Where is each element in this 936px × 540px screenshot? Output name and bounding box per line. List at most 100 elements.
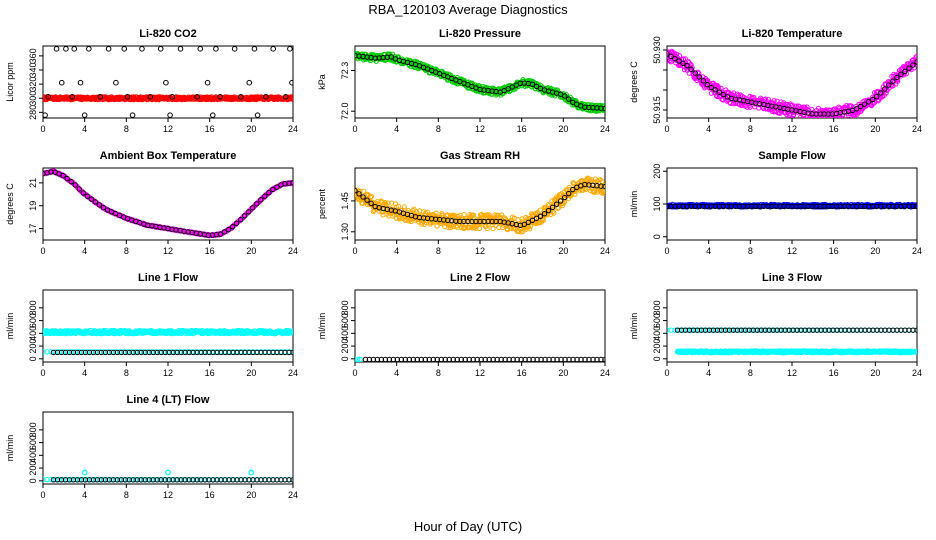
series-average: [50, 349, 293, 356]
y-tick-label: 72.3: [340, 62, 350, 80]
x-tick-label: 12: [787, 368, 797, 378]
x-tick-label: 20: [558, 124, 568, 134]
data-point: [583, 187, 589, 193]
data-point: [357, 356, 363, 362]
y-tick-label: 400: [28, 326, 38, 341]
data-point: [221, 229, 228, 235]
x-tick-label: 16: [517, 368, 527, 378]
data-point: [751, 94, 757, 101]
data-point: [360, 194, 366, 200]
data-point: [68, 178, 74, 185]
data-point: [237, 217, 244, 223]
data-point: [217, 94, 223, 100]
data-point: [712, 87, 719, 93]
x-tick-label: 20: [870, 368, 880, 378]
data-point: [290, 349, 293, 356]
panel-title: Gas Stream RH: [440, 150, 520, 162]
series-average: [362, 356, 605, 362]
y-tick-label: 0: [340, 356, 350, 361]
x-tick-label: 0: [352, 246, 357, 256]
data-point: [355, 356, 358, 362]
x-tick-label: 16: [205, 368, 215, 378]
y-tick-label: 320: [28, 77, 38, 92]
data-point: [490, 225, 496, 232]
data-point: [869, 96, 876, 103]
data-point: [266, 189, 272, 196]
y-tick-label: 600: [28, 313, 38, 328]
data-point: [602, 105, 605, 112]
data-point: [553, 201, 560, 207]
data-point: [902, 68, 908, 74]
data-point: [570, 186, 576, 193]
data-point: [97, 94, 104, 100]
data-point: [570, 180, 576, 186]
y-tick-label: 1.30: [340, 223, 350, 241]
y-tick-label: 0: [652, 356, 662, 361]
x-tick-label: 16: [205, 246, 215, 256]
data-point: [263, 94, 269, 100]
series-cyan: [355, 356, 363, 362]
data-point: [720, 91, 727, 98]
plot-area: [43, 327, 293, 356]
series-cyan-low: [674, 348, 917, 356]
panel-title: Li-820 Temperature: [742, 28, 843, 40]
series-average: [355, 181, 605, 229]
data-point: [77, 79, 84, 86]
data-point: [361, 188, 367, 194]
data-point: [898, 71, 904, 78]
data-point: [906, 65, 912, 71]
data-point: [163, 79, 169, 86]
x-tick-label: 0: [664, 246, 669, 256]
data-point: [602, 356, 605, 362]
x-tick-label: 4: [82, 246, 87, 256]
x-tick-label: 0: [40, 246, 45, 256]
data-point: [96, 202, 103, 208]
x-tick-label: 12: [163, 246, 173, 256]
x-tick-label: 20: [558, 246, 568, 256]
data-point: [63, 46, 69, 52]
data-point: [238, 94, 244, 100]
data-point: [139, 46, 145, 52]
data-point: [209, 112, 216, 118]
x-tick-label: 20: [870, 246, 880, 256]
x-tick-label: 4: [82, 124, 87, 134]
y-tick-label: 200: [652, 339, 662, 354]
x-tick-label: 24: [288, 368, 298, 378]
data-point: [667, 51, 670, 57]
x-tick-label: 4: [394, 124, 399, 134]
x-tick-label: 16: [517, 246, 527, 256]
data-point: [601, 191, 605, 197]
data-point: [914, 203, 917, 209]
x-tick-label: 16: [517, 124, 527, 134]
series-average: [667, 51, 917, 117]
data-point: [254, 112, 261, 118]
x-tick-label: 16: [205, 124, 215, 134]
x-tick-label: 4: [394, 246, 399, 256]
x-tick-label: 8: [436, 368, 441, 378]
series-cyan-high: [43, 327, 293, 337]
data-point: [525, 219, 532, 225]
x-tick-label: 0: [664, 368, 669, 378]
series-samples: [43, 46, 293, 118]
y-tick-label: 50.930: [652, 36, 662, 64]
x-tick-label: 0: [664, 124, 669, 134]
y-axis-label: ml/min: [629, 313, 639, 340]
data-point: [540, 217, 546, 223]
x-axis-label: Hour of Day (UTC): [414, 519, 522, 534]
data-point: [282, 94, 289, 100]
data-point: [696, 70, 702, 76]
data-point: [396, 216, 403, 222]
y-tick-label: 800: [340, 300, 350, 315]
y-tick-label: 400: [340, 326, 350, 341]
y-tick-label: 200: [652, 164, 662, 179]
data-point: [894, 74, 900, 81]
data-point: [81, 112, 88, 118]
x-tick-label: 24: [912, 246, 922, 256]
panel-title: Li-820 CO2: [139, 28, 196, 40]
data-point: [771, 98, 777, 104]
data-point: [45, 94, 52, 100]
plot-area: [355, 50, 605, 114]
y-axis-label: ml/min: [5, 313, 15, 340]
